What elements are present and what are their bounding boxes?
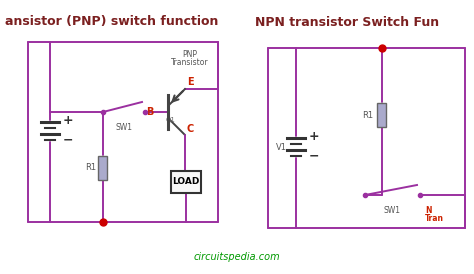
- Text: B: B: [146, 107, 154, 117]
- Text: SW1: SW1: [384, 206, 401, 215]
- Text: N: N: [425, 206, 431, 215]
- Text: LOAD: LOAD: [173, 178, 200, 187]
- Text: Transistor: Transistor: [171, 58, 209, 67]
- Text: +: +: [309, 130, 319, 142]
- Text: R1: R1: [85, 164, 96, 173]
- Text: circuitspedia.com: circuitspedia.com: [194, 252, 280, 262]
- Text: E: E: [187, 77, 193, 87]
- Text: −: −: [309, 150, 319, 162]
- Text: PNP: PNP: [182, 50, 198, 59]
- Text: Q1: Q1: [166, 117, 176, 123]
- Text: R1: R1: [362, 110, 373, 119]
- Text: Tran: Tran: [425, 214, 444, 223]
- Text: +: +: [63, 113, 73, 127]
- Bar: [99, 156, 108, 180]
- Text: NPN transistor Switch Fun: NPN transistor Switch Fun: [255, 16, 439, 28]
- Bar: [377, 103, 386, 127]
- Text: ansistor (PNP) switch function: ansistor (PNP) switch function: [5, 16, 219, 28]
- Text: V1: V1: [276, 144, 287, 153]
- Text: SW1: SW1: [116, 123, 133, 132]
- Text: −: −: [63, 133, 73, 147]
- Bar: [171, 171, 201, 193]
- Text: C: C: [187, 124, 194, 134]
